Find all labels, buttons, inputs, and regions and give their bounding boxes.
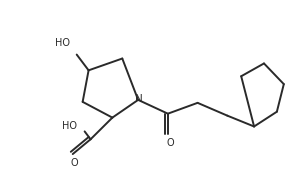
Text: O: O (71, 158, 79, 168)
Text: O: O (166, 138, 174, 148)
Text: HO: HO (62, 122, 77, 132)
Text: HO: HO (55, 38, 70, 48)
Text: N: N (135, 94, 143, 104)
